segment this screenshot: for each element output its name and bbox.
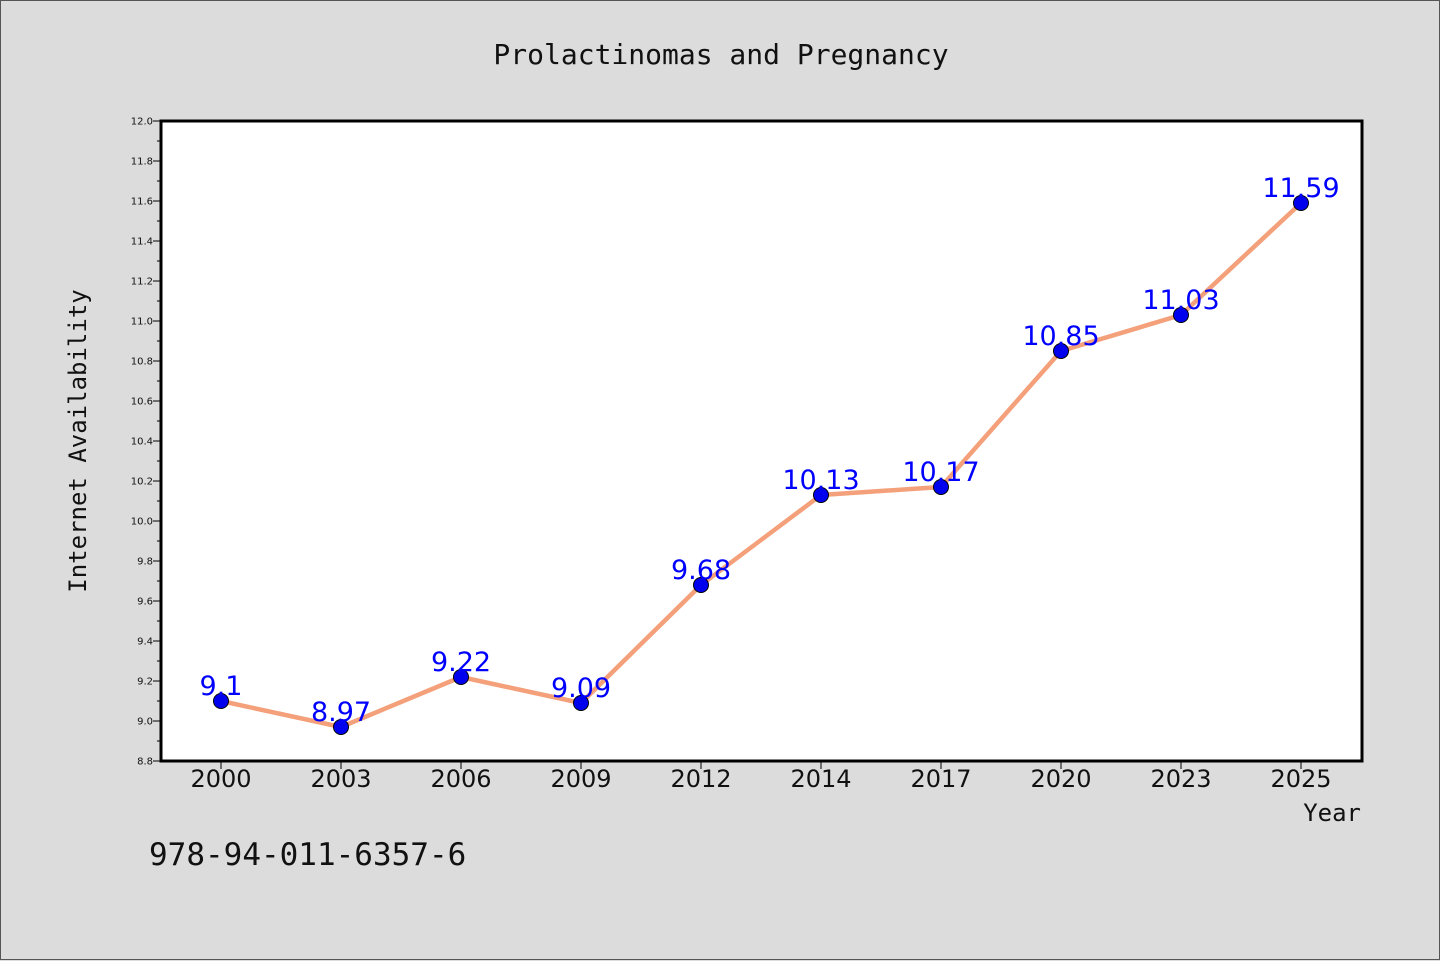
data-point-marker: [933, 479, 949, 495]
data-point-marker: [813, 487, 829, 503]
y-tick-label: 9.6: [137, 597, 153, 608]
data-point-marker: [1053, 343, 1069, 359]
y-tick-label: 11.6: [131, 197, 153, 208]
data-point-label: 11.03: [1142, 285, 1219, 316]
data-point-marker: [453, 669, 469, 685]
data-point-label: 9.22: [431, 647, 491, 678]
data-point-label: 10.85: [1022, 321, 1099, 352]
x-tick-label: 2025: [1270, 765, 1331, 793]
y-tick-label: 10.4: [131, 437, 153, 448]
series-group: [213, 195, 1309, 735]
data-point-marker: [213, 693, 229, 709]
data-point-marker: [573, 695, 589, 711]
data-labels-group: 9.1 8.97 9.22 9.09 9.68 10.13 10.17 10.85 11.03 1…: [200, 173, 1340, 728]
x-tick-label: 2023: [1150, 765, 1211, 793]
y-tick-label: 9.8: [137, 557, 153, 568]
y-tick-label: 11.2: [131, 277, 153, 288]
y-tick-label: 11.0: [131, 317, 153, 328]
x-tick-label: 2003: [310, 765, 371, 793]
y-axis-ticks: 8.8 9.0 9.2 9.4 9.6 9.8 10.0 10.2 10.4 10.6 10.8 11…: [131, 117, 161, 768]
x-tick-label: 2014: [790, 765, 851, 793]
x-tick-label: 2012: [670, 765, 731, 793]
y-tick-label: 11.4: [131, 237, 153, 248]
y-tick-label: 10.2: [131, 477, 153, 488]
data-point-label: 10.17: [902, 457, 979, 488]
isbn-text: 978-94-011-6357-6: [149, 837, 466, 873]
y-tick-label: 12.0: [131, 117, 153, 128]
data-point-label: 9.1: [200, 671, 243, 702]
data-point-label: 11.59: [1262, 173, 1339, 204]
plot-area: [161, 121, 1362, 761]
y-tick-label: 10.8: [131, 357, 153, 368]
chart-title: Prolactinomas and Pregnancy: [493, 38, 948, 71]
data-point-marker: [333, 719, 349, 735]
y-tick-label: 9.0: [137, 717, 153, 728]
x-axis-title: Year: [1303, 799, 1361, 827]
y-tick-label: 8.8: [137, 757, 153, 768]
data-point-marker: [693, 577, 709, 593]
data-point-marker: [1293, 195, 1309, 211]
y-tick-label: 11.8: [131, 157, 153, 168]
x-tick-label: 2017: [910, 765, 971, 793]
x-tick-label: 2000: [190, 765, 251, 793]
y-axis-title: Internet Availability: [64, 289, 92, 592]
y-tick-label: 10.0: [131, 517, 153, 528]
data-point-label: 9.68: [671, 555, 731, 586]
x-tick-label: 2006: [430, 765, 491, 793]
y-tick-label: 9.2: [137, 677, 153, 688]
data-point-label: 8.97: [311, 697, 371, 728]
x-tick-label: 2009: [550, 765, 611, 793]
plot-border: [159, 119, 1364, 763]
data-point-marker: [1173, 307, 1189, 323]
y-tick-label: 9.4: [137, 637, 153, 648]
data-point-label: 9.09: [551, 673, 611, 704]
x-tick-label: 2020: [1030, 765, 1091, 793]
y-tick-label: 10.6: [131, 397, 153, 408]
data-point-label: 10.13: [782, 465, 859, 496]
series-line: [218, 200, 1304, 730]
x-axis-ticks: 2000 2003 2006 2009 2012 2014 2017 2020 2023 2025: [190, 761, 1332, 793]
